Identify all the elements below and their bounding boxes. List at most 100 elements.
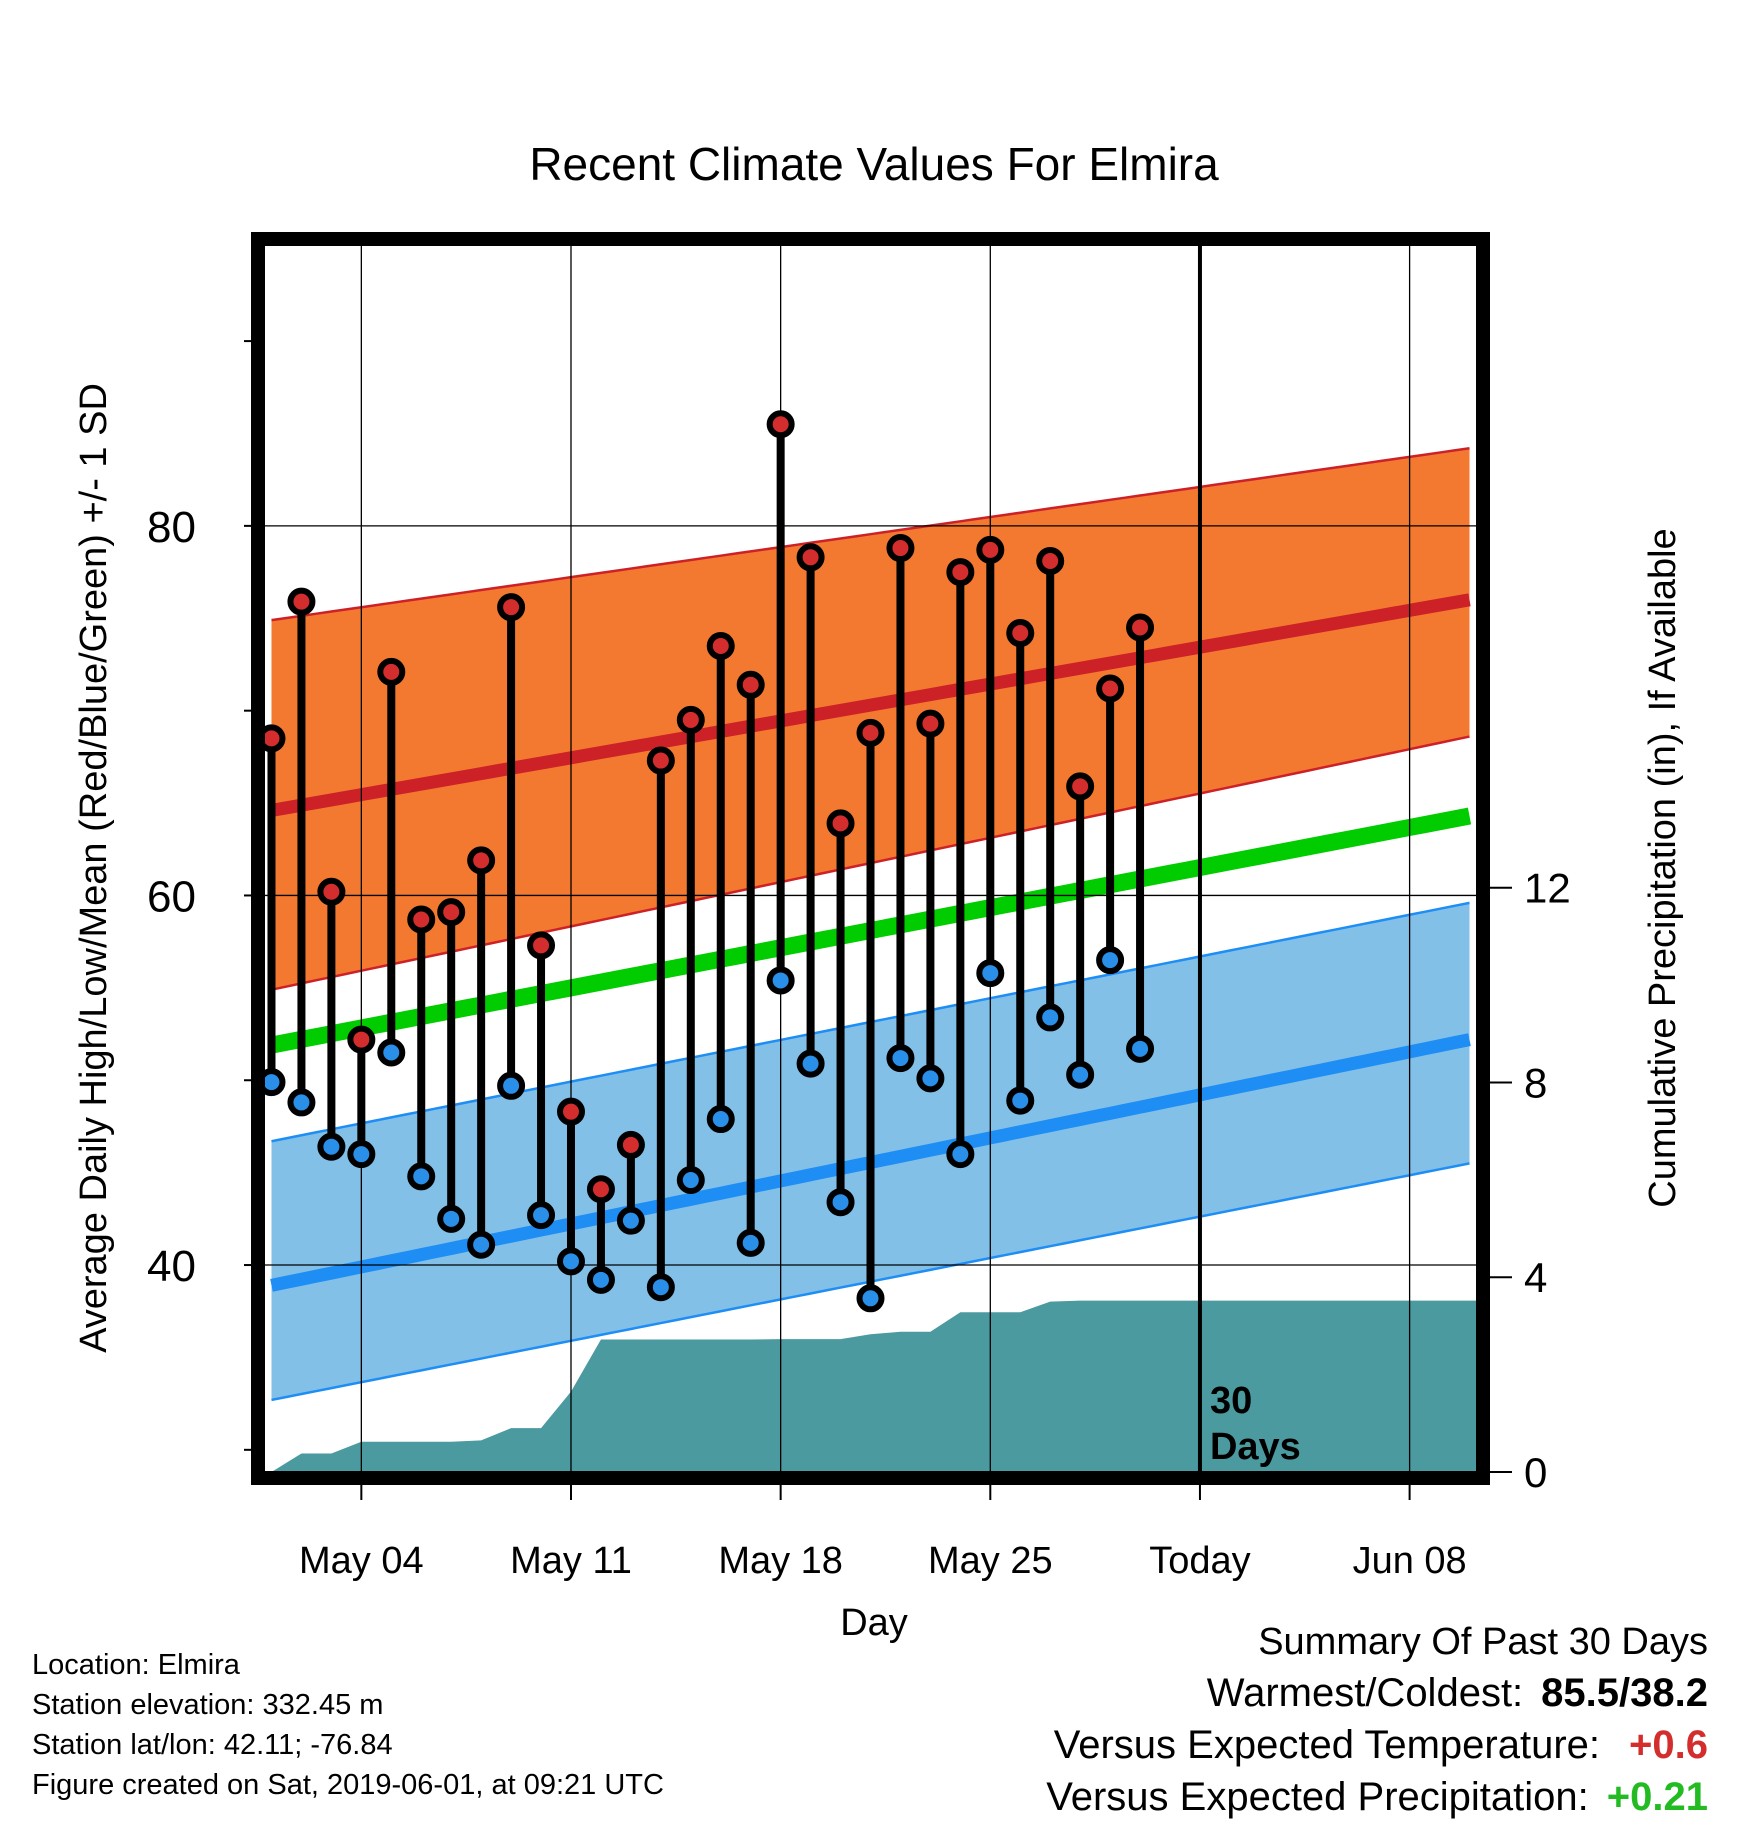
- low-point: [1006, 1086, 1035, 1115]
- low-point: [916, 1064, 945, 1093]
- temp-label: Versus Expected Temperature:: [1053, 1723, 1600, 1767]
- y-right-tick-label: 4: [1524, 1254, 1547, 1301]
- x-tick-label: May 11: [510, 1540, 632, 1582]
- y-right-tick-label: 8: [1524, 1059, 1547, 1106]
- today-days-label: Days: [1210, 1426, 1301, 1468]
- high-point: [796, 543, 825, 572]
- y-axis-right-label: Cumulative Precipitation (in), If Availa…: [1642, 528, 1684, 1207]
- low-point: [1126, 1034, 1155, 1063]
- summary-temperature: Versus Expected Temperature: +0.6: [1046, 1719, 1708, 1771]
- low-point: [377, 1038, 406, 1067]
- high-point: [676, 705, 705, 734]
- warmest-coldest-label: Warmest/Coldest:: [1206, 1671, 1524, 1715]
- low-point: [527, 1201, 556, 1230]
- low-point: [347, 1140, 376, 1169]
- y-left-tick-label: 80: [147, 503, 196, 552]
- high-point: [946, 558, 975, 587]
- high-point: [1096, 674, 1125, 703]
- low-point: [586, 1265, 615, 1294]
- latlon-text: Station lat/lon: 42.11; -76.84: [32, 1729, 393, 1761]
- low-point: [766, 966, 795, 995]
- high-point: [527, 931, 556, 960]
- low-point: [736, 1228, 765, 1257]
- high-point: [586, 1175, 615, 1204]
- high-point: [264, 724, 286, 753]
- y-axis-left-label: Average Daily High/Low/Mean (Red/Blue/Gr…: [73, 383, 115, 1353]
- today-days-label: 30: [1210, 1380, 1252, 1422]
- x-tick-label: Jun 08: [1353, 1540, 1467, 1582]
- high-upper-edge: [271, 447, 1470, 622]
- summary-panel: Summary Of Past 30 Days Warmest/Coldest:…: [1046, 1617, 1708, 1823]
- high-point: [856, 718, 885, 747]
- low-point: [856, 1284, 885, 1313]
- precipitation-area: [271, 1300, 1477, 1472]
- plot-frame: [251, 232, 1490, 1485]
- low-point: [826, 1188, 855, 1217]
- low-point: [1096, 946, 1125, 975]
- temp-value: +0.6: [1629, 1723, 1708, 1767]
- high-point: [916, 709, 945, 738]
- low-point: [1036, 1003, 1065, 1032]
- summary-warmest-coldest: Warmest/Coldest: 85.5/38.2: [1046, 1667, 1708, 1719]
- summary-precipitation: Versus Expected Precipitation: +0.21: [1046, 1771, 1708, 1823]
- low-point: [646, 1273, 675, 1302]
- low-point: [796, 1049, 825, 1078]
- precip-label: Versus Expected Precipitation:: [1046, 1775, 1589, 1819]
- low-point: [437, 1204, 466, 1233]
- high-point: [347, 1025, 376, 1054]
- high-point: [1066, 772, 1095, 801]
- high-point: [976, 535, 1005, 564]
- location-text: Location: Elmira: [32, 1649, 240, 1681]
- low-point: [264, 1068, 286, 1097]
- x-tick-label: May 04: [299, 1540, 424, 1582]
- low-point: [886, 1044, 915, 1073]
- warmest-coldest-value: 85.5/38.2: [1541, 1671, 1708, 1715]
- y-right-tick-label: 0: [1524, 1449, 1547, 1496]
- y-right-tick-label: 12: [1524, 865, 1571, 912]
- x-tick-label: May 18: [718, 1540, 843, 1582]
- low-point: [706, 1105, 735, 1134]
- high-point: [706, 631, 735, 660]
- chart-title: Recent Climate Values For Elmira: [529, 138, 1219, 190]
- x-tick-label: May 25: [928, 1540, 1053, 1582]
- precip-value: +0.21: [1606, 1775, 1708, 1819]
- low-point: [497, 1071, 526, 1100]
- low-point: [317, 1132, 346, 1161]
- station-info: Location: Elmira Station elevation: 332.…: [32, 1645, 664, 1805]
- high-point: [407, 905, 436, 934]
- x-axis-label: Day: [840, 1602, 908, 1644]
- high-point: [377, 657, 406, 686]
- high-point: [766, 410, 795, 439]
- high-normal-line: [270, 593, 1471, 817]
- created-text: Figure created on Sat, 2019-06-01, at 09…: [32, 1769, 664, 1801]
- low-point: [556, 1247, 585, 1276]
- high-point: [287, 587, 316, 616]
- low-point: [287, 1088, 316, 1117]
- y-left-tick-label: 40: [147, 1242, 196, 1291]
- low-point: [407, 1162, 436, 1191]
- high-point: [1126, 613, 1155, 642]
- summary-title: Summary Of Past 30 Days: [1258, 1621, 1708, 1663]
- low-point: [467, 1230, 496, 1259]
- low-point: [1066, 1060, 1095, 1089]
- low-point: [676, 1166, 705, 1195]
- high-point: [886, 534, 915, 563]
- high-point: [556, 1097, 585, 1126]
- high-point: [826, 809, 855, 838]
- high-point: [317, 877, 346, 906]
- high-point: [1036, 546, 1065, 575]
- elevation-text: Station elevation: 332.45 m: [32, 1689, 384, 1721]
- low-point: [616, 1206, 645, 1235]
- low-point: [946, 1140, 975, 1169]
- high-point: [616, 1130, 645, 1159]
- x-tick-label: Today: [1149, 1540, 1250, 1582]
- y-left-tick-label: 60: [147, 872, 196, 921]
- high-point: [646, 746, 675, 775]
- low-point: [976, 959, 1005, 988]
- high-point: [497, 593, 526, 622]
- high-point: [1006, 619, 1035, 648]
- high-point: [467, 846, 496, 875]
